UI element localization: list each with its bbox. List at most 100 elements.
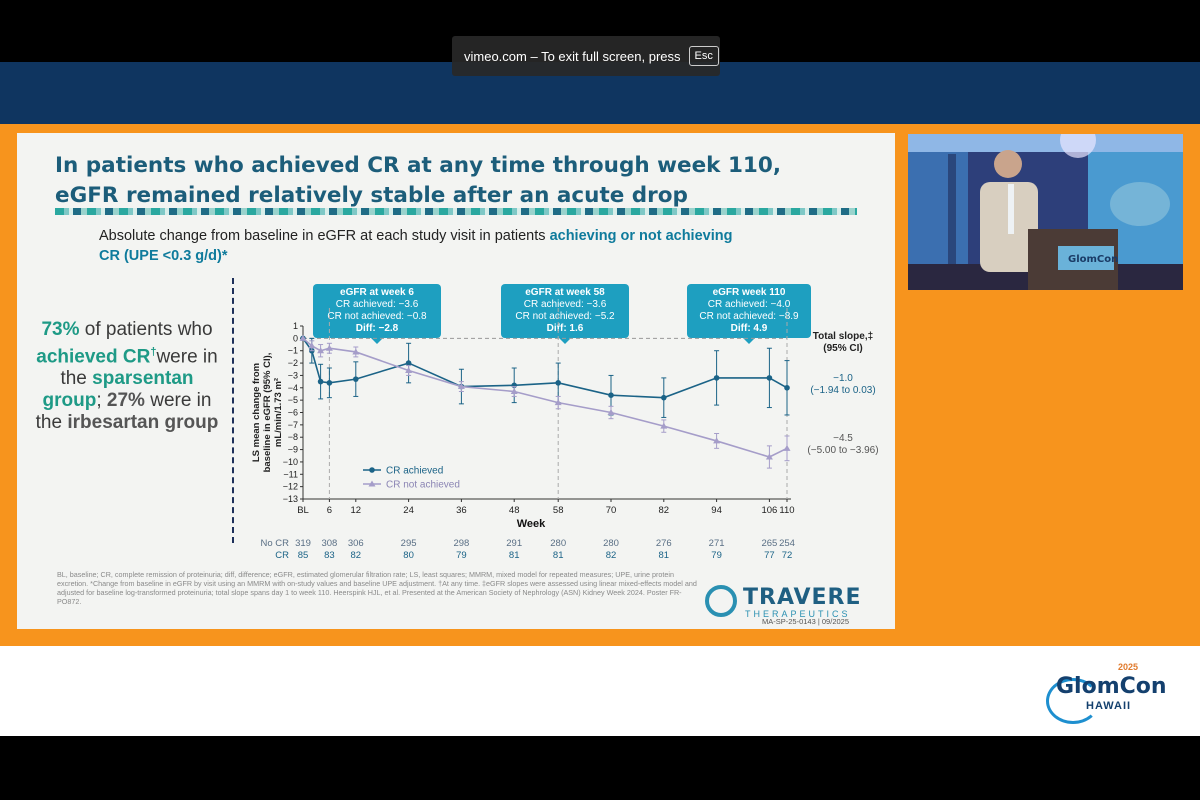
presentation-slide: In patients who achieved CR at any time … [17, 133, 895, 629]
subtitle-line2: CR (UPE <0.3 g/d)* [99, 248, 228, 264]
slope-cr-achieved-ci: (−1.94 to 0.03) [810, 385, 875, 396]
egfr-line-chart: 1 0 −1 −2 −3 −4 −5 −6 −7 −8 −9 −10 −11 −12 −13 LS mean … [251, 308, 879, 561]
callout-head: eGFR at week 6 [340, 287, 414, 298]
stat-t4: were in the [35, 390, 212, 434]
travere-logo-icon [705, 585, 737, 617]
callout-head: eGFR week 110 [712, 287, 786, 298]
data-point [405, 366, 413, 373]
series-line-cr-not-achieved [302, 337, 788, 458]
callout-head: eGFR at week 58 [525, 287, 605, 298]
subtitle-plain: Absolute change from baseline in eGFR at… [99, 228, 550, 244]
callout-week6: eGFR at week 6 CR achieved: −3.6 CR not … [313, 284, 441, 344]
data-point [555, 380, 561, 386]
n-at-risk-cr: 72 [782, 550, 793, 561]
data-point [784, 384, 790, 391]
n-at-risk-no-cr: 271 [709, 538, 725, 549]
legend-label: CR achieved [386, 466, 443, 477]
total-slope-title: Total slope,‡ [813, 331, 873, 342]
legend-label: CR not achieved [386, 480, 460, 491]
callout-line: CR not achieved: −8.9 [699, 311, 799, 322]
x-tick-label: 36 [456, 505, 467, 516]
footnote: BL, baseline; CR, complete remission of … [57, 570, 697, 606]
n-at-risk-cr: 83 [324, 550, 335, 561]
callout-week110: eGFR week 110 CR achieved: −4.0 CR not a… [687, 284, 811, 344]
n-at-risk-no-cr: 291 [506, 538, 522, 549]
data-point [352, 348, 360, 355]
subtitle-bold: achieving or not achieving [549, 228, 733, 244]
glomcon-name: GlomCon [1056, 674, 1167, 699]
slide-subtitle: Absolute change from baseline in eGFR at… [99, 226, 879, 266]
x-tick-label: 110 [779, 505, 794, 516]
slope-cr-not-achieved-ci: (−5.00 to −3.96) [807, 445, 878, 456]
n-at-risk-cr: 81 [659, 550, 670, 561]
x-axis-label: Week [517, 518, 546, 530]
n-at-risk-cr: 77 [764, 550, 775, 561]
series-line-cr-achieved [302, 337, 788, 399]
esc-key-icon[interactable]: Esc [688, 46, 719, 66]
data-point [766, 375, 773, 381]
glomcon-location: HAWAII [1086, 700, 1132, 712]
x-tick-label: 94 [711, 505, 722, 516]
legend-marker [368, 480, 376, 487]
decorative-mosaic-bar [55, 208, 857, 215]
callout-week58: eGFR at week 58 CR achieved: −3.6 CR not… [501, 284, 629, 344]
y-tick-label: −2 [288, 358, 298, 368]
x-tick-label: 6 [327, 505, 332, 516]
legend-marker [369, 467, 375, 473]
n-at-risk-no-cr: 265 [761, 538, 777, 549]
callout-line: CR achieved: −3.6 [335, 299, 419, 310]
data-point [765, 453, 773, 460]
n-at-risk-no-cr: 276 [656, 538, 672, 549]
data-point [660, 422, 668, 429]
y-tick-label: −7 [288, 420, 298, 430]
n-at-risk-no-cr: 319 [295, 538, 311, 549]
callout-diff: Diff: 4.9 [730, 323, 768, 334]
y-tick-label: −10 [283, 457, 298, 467]
data-point [308, 342, 316, 349]
data-point [326, 380, 333, 386]
x-tick-label: 70 [606, 505, 617, 516]
n-at-risk-cr: 81 [553, 550, 564, 561]
n-at-risk-cr: 80 [403, 550, 414, 561]
travere-logo: TRAVERE THERAPEUTICS [705, 583, 865, 623]
n-at-risk-no-cr: 298 [453, 538, 469, 549]
n-at-risk-cr: 79 [711, 550, 722, 561]
n-at-risk-no-cr: 308 [321, 538, 337, 549]
n-at-risk-no-cr: 306 [348, 538, 364, 549]
stat-pct2: 27% [106, 390, 145, 412]
callout-line: CR not achieved: −0.8 [327, 311, 427, 322]
n-at-risk-no-cr: 254 [779, 538, 795, 549]
stat-t2: were in the [60, 346, 218, 390]
callout-line: CR achieved: −4.0 [707, 299, 791, 310]
data-point [510, 387, 518, 394]
speaker-video-frame: GlomCon [908, 134, 1183, 290]
data-point [608, 392, 614, 399]
data-point [783, 444, 791, 451]
stat-drug1: sparsentan group [42, 368, 194, 412]
callout-diff: Diff: 1.6 [546, 323, 584, 334]
fullscreen-notice-text: vimeo.com – To exit full screen, press [464, 48, 681, 64]
callout-line: CR not achieved: −5.2 [515, 311, 615, 322]
stat-pct1: 73% [41, 319, 80, 340]
n-at-risk-no-cr: 280 [550, 538, 566, 549]
slope-cr-achieved: −1.0 [833, 373, 853, 384]
n-at-risk-no-cr: 295 [401, 538, 417, 549]
n-at-risk-cr: 82 [606, 550, 617, 561]
x-tick-label: 48 [509, 505, 520, 516]
fullscreen-notice: vimeo.com – To exit full screen, press E… [452, 36, 720, 76]
n-at-risk-no-cr: 280 [603, 538, 619, 549]
total-slope-ci-title: (95% CI) [823, 343, 862, 354]
data-point [299, 334, 307, 341]
stat-t1: of patients who [79, 319, 213, 340]
speaker-video: GlomCon [908, 134, 1183, 290]
y-tick-label: 1 [293, 321, 298, 331]
stat-drug2: irbesartan group [67, 412, 219, 434]
data-point [317, 378, 324, 385]
data-point [405, 360, 412, 366]
x-tick-label: 82 [659, 505, 670, 516]
slide-title: In patients who achieved CR at any time … [55, 151, 875, 211]
stat-dagger: † [150, 346, 157, 358]
glomcon-ring-icon [1046, 678, 1100, 724]
divider-dashed [232, 278, 234, 543]
